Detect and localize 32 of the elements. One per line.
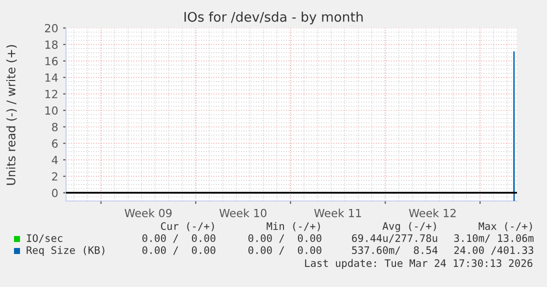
y-axis-title: Units read (-) / write (+) bbox=[6, 45, 17, 185]
text: 0.00 / 0.00 bbox=[142, 234, 216, 243]
y-tick-label: 0 bbox=[52, 188, 58, 198]
text: 3.10m/ 13.06m bbox=[454, 234, 534, 243]
legend-label: Req Size (KB) bbox=[26, 246, 104, 256]
text: Avg (-/+) bbox=[382, 222, 436, 232]
text: Max (-/+) bbox=[478, 222, 532, 232]
text: Cur (-/+) bbox=[161, 222, 214, 232]
y-tick-label: 16 bbox=[45, 56, 58, 66]
y-tick-label: 12 bbox=[45, 90, 58, 98]
x-tick-label: Week 10 bbox=[219, 208, 266, 218]
y-tick-label: 20 bbox=[45, 24, 58, 32]
y-tick-label: 8 bbox=[52, 122, 58, 132]
chart-title: IOs for /dev/sda - by month bbox=[184, 12, 363, 24]
text: 537.60m/ 8.54 bbox=[352, 246, 438, 255]
y-tick-label: 18 bbox=[45, 40, 58, 49]
x-tick-label: Week 12 bbox=[408, 208, 456, 218]
x-tick-label: Week 11 bbox=[314, 208, 361, 218]
text: 69.44u/277.78u bbox=[352, 234, 438, 243]
text: Min (-/+) bbox=[266, 222, 320, 232]
legend-label: IO/sec bbox=[27, 234, 62, 243]
x-tick-label: Week 09 bbox=[124, 208, 172, 218]
y-tick-label: 14 bbox=[45, 74, 58, 82]
text: Last update: Tue Mar 24 17:30:13 2026 bbox=[305, 259, 532, 269]
y-tick-label: 2 bbox=[52, 172, 58, 181]
text: 0.00 / 0.00 bbox=[248, 234, 322, 243]
text: 0.00 / 0.00 bbox=[142, 246, 216, 255]
text: 24.00 /401.33 bbox=[454, 246, 534, 255]
y-tick-label: 10 bbox=[45, 106, 58, 115]
text: 0.00 / 0.00 bbox=[248, 246, 322, 255]
y-tick-label: 6 bbox=[52, 139, 58, 148]
y-tick-label: 4 bbox=[52, 156, 58, 164]
